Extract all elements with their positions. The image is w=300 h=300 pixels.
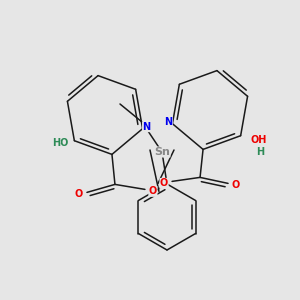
- Text: HO: HO: [52, 138, 68, 148]
- Text: O: O: [75, 189, 83, 200]
- Text: O: O: [149, 186, 157, 197]
- Text: N: N: [164, 117, 172, 127]
- Text: OH: OH: [250, 135, 267, 145]
- Text: N: N: [142, 122, 151, 132]
- Text: O: O: [232, 180, 240, 190]
- Text: Sn: Sn: [154, 147, 170, 157]
- Text: O: O: [160, 178, 168, 188]
- Text: H: H: [256, 147, 265, 157]
